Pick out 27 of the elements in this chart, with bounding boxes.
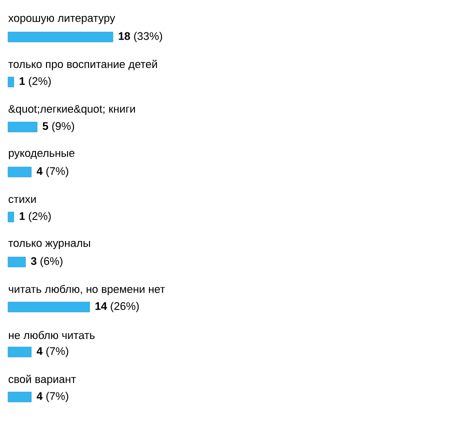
y-tick-label: &quot;легкие&quot; книги	[8, 105, 135, 115]
data-label: 4 (7%)	[36, 166, 68, 178]
y-tick-label: стихи	[8, 197, 36, 204]
y-tick-label: только журналы	[8, 240, 90, 250]
data-label: 4 (7%)	[36, 392, 68, 402]
y-tick-label: свой вариант	[8, 374, 76, 386]
bar	[8, 76, 14, 88]
y-tick-label: читать люблю, но времени нет	[8, 284, 165, 296]
y-tick-label: только про воспитание детей	[8, 60, 157, 70]
data-label: 4 (7%)	[36, 346, 68, 358]
bar	[8, 32, 114, 42]
data-label: 18 (33%)	[118, 32, 162, 42]
bar	[8, 122, 38, 132]
bar	[8, 256, 26, 268]
y-tick-label: хорошую литературу	[8, 16, 116, 24]
bar	[8, 166, 32, 178]
data-label: 3 (6%)	[30, 256, 62, 268]
data-label: 14 (26%)	[96, 302, 139, 312]
data-label: 1 (2%)	[20, 76, 51, 88]
bar	[8, 346, 32, 358]
y-tick-label: не люблю читать	[8, 330, 95, 340]
data-label: 5 (9%)	[42, 122, 74, 132]
bar	[8, 302, 90, 312]
data-label: 1 (2%)	[20, 212, 51, 222]
y-tick-label: рукодельные	[8, 150, 74, 160]
bar	[8, 392, 32, 402]
bar	[8, 212, 14, 222]
